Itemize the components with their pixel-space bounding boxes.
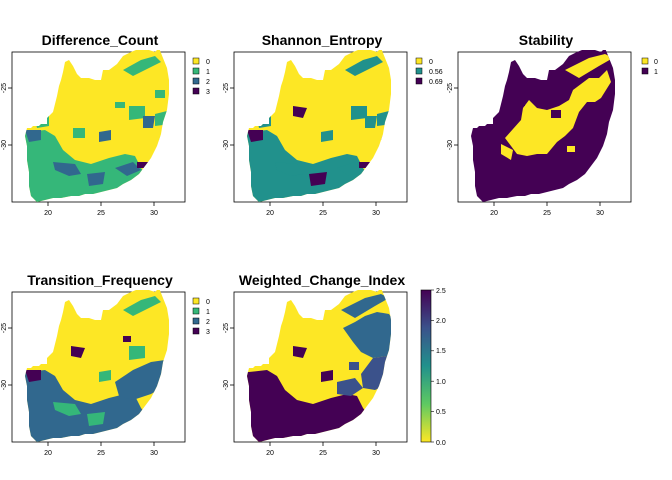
legend: 0 1 2 3 [192,297,210,336]
legend-label: 0 [206,59,210,66]
panel-title: Shannon_Entropy [262,32,383,48]
legend: 0 1 2 3 [192,57,210,96]
legend-swatch [192,307,200,315]
legend-swatch [192,327,200,335]
x-tick-label: 25 [97,210,105,217]
panel-difference-count: Difference_Count 20 25 30 -25 -30 0 1 2 … [1,32,210,217]
panel-title: Transition_Frequency [27,272,173,288]
legend-swatch [641,57,649,65]
x-tick-label: 20 [266,210,274,217]
legend-swatch [192,87,200,95]
legend-label: 1 [206,69,210,76]
legend-label: 3 [206,89,210,96]
x-tick-label: 20 [44,450,52,457]
legend-label: 3 [206,329,210,336]
x-tick-label: 25 [543,210,551,217]
x-tick-label: 30 [372,210,380,217]
legend-swatch [641,67,649,75]
x-tick-label: 30 [372,450,380,457]
x-tick-label: 30 [150,450,158,457]
legend-label: 1 [206,309,210,316]
y-tick-label: -30 [223,380,230,390]
colorbar-tick-label: 1.0 [436,379,446,386]
panel-shannon-entropy: Shannon_Entropy 20 25 30 -25 -30 0 0.56 … [223,32,443,217]
x-tick-label: 20 [266,450,274,457]
x-tick-label: 30 [150,210,158,217]
y-tick-label: -25 [1,83,8,93]
colorbar-tick-label: 1.5 [436,348,446,355]
legend-label: 0.69 [429,79,443,86]
legend-swatch [192,67,200,75]
y-tick-label: -25 [223,83,230,93]
legend-label: 1 [654,69,658,76]
x-tick-label: 30 [596,210,604,217]
colorbar-tick-label: 2.0 [436,318,446,325]
legend-label: 0 [429,59,433,66]
legend-swatch [192,317,200,325]
y-tick-label: -30 [447,140,454,150]
colorbar-tick-label: 0.5 [436,409,446,416]
panel-title: Stability [519,32,574,48]
panel-weighted-change-index: Weighted_Change_Index 20 25 30 -25 -30 2… [223,272,446,457]
colorbar-tick-label: 0.0 [436,440,446,447]
legend: 0 1 [641,57,658,76]
x-tick-label: 20 [44,210,52,217]
legend-label: 2 [206,319,210,326]
legend-label: 0.56 [429,69,443,76]
x-tick-label: 25 [319,450,327,457]
legend: 0 0.56 0.69 [415,57,443,86]
legend-swatch [415,67,423,75]
panel-transition-frequency: Transition_Frequency 20 25 30 -25 -30 0 … [1,272,210,457]
legend-swatch [192,297,200,305]
panel-stability: Stability 20 25 30 -25 -30 0 1 [447,32,658,217]
legend-swatch [192,57,200,65]
y-tick-label: -25 [1,323,8,333]
y-tick-label: -30 [1,140,8,150]
y-tick-label: -30 [223,140,230,150]
y-tick-label: -25 [223,323,230,333]
panel-title: Weighted_Change_Index [239,272,405,288]
y-tick-label: -25 [447,83,454,93]
colorbar-tick-label: 2.5 [436,288,446,295]
x-tick-label: 20 [490,210,498,217]
legend-swatch [415,57,423,65]
panel-title: Difference_Count [42,32,159,48]
colorbar-gradient [420,289,432,443]
x-tick-label: 25 [97,450,105,457]
colorbar: 2.5 2.0 1.5 1.0 0.5 0.0 [420,288,446,447]
legend-label: 2 [206,79,210,86]
legend-label: 0 [654,59,658,66]
legend-swatch [192,77,200,85]
legend-swatch [415,77,423,85]
legend-label: 0 [206,299,210,306]
y-tick-label: -30 [1,380,8,390]
x-tick-label: 25 [319,210,327,217]
